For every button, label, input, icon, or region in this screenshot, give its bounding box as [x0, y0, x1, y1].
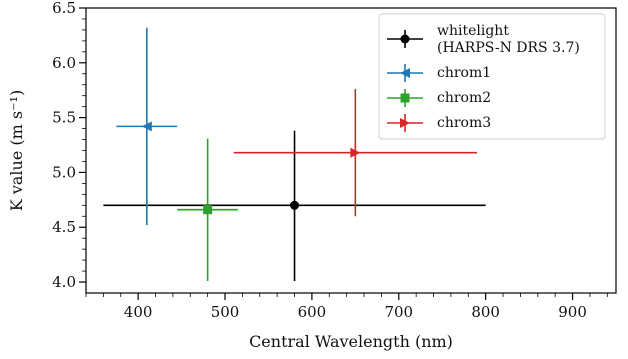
y-tick-label: 6.0: [52, 54, 76, 72]
legend-item: chrom3: [387, 114, 491, 132]
legend-item: chrom2: [387, 89, 491, 107]
legend-label: whitelight: [437, 23, 509, 39]
series-whitelight: [103, 130, 486, 281]
legend-marker: [400, 118, 410, 128]
axis-ticks: 400 500 600 700 800 900 4.0 4.5 5.0 5.5 6.0 6.5: [52, 0, 608, 321]
legend-label: chrom3: [437, 115, 491, 131]
x-tick-label: 900: [558, 303, 587, 321]
data-marks: [103, 27, 486, 281]
y-tick-label: 5.5: [52, 109, 76, 127]
legend-marker: [400, 68, 410, 78]
x-tick-label: 400: [124, 303, 153, 321]
legend-box: [378, 13, 606, 140]
y-tick-label: 4.0: [52, 273, 76, 291]
series-chrom1: [116, 27, 178, 226]
x-axis-label: Central Wavelength (nm): [249, 332, 453, 351]
data-point: [141, 121, 152, 132]
data-point: [290, 200, 300, 210]
x-tick-label: 600: [298, 303, 327, 321]
legend-item: whitelight(HARPS-N DRS 3.7): [387, 23, 580, 56]
legend-item: chrom1: [387, 64, 491, 82]
y-tick-label: 5.0: [52, 163, 76, 181]
data-point: [350, 147, 361, 158]
legend-label: (HARPS-N DRS 3.7): [437, 40, 580, 56]
x-tick-label: 700: [384, 303, 413, 321]
legend-label: chrom1: [437, 65, 491, 81]
series-chrom3: [233, 89, 477, 217]
x-tick-label: 500: [211, 303, 240, 321]
y-axis-label: K value (m s⁻¹): [7, 90, 26, 211]
y-tick-label: 6.5: [52, 0, 76, 17]
x-tick-label: 800: [471, 303, 500, 321]
legend-marker: [400, 34, 410, 44]
legend-label: chrom2: [437, 90, 491, 106]
legend-marker: [400, 93, 410, 103]
series-chrom2: [177, 138, 239, 281]
data-point: [203, 205, 213, 215]
legend: whitelight(HARPS-N DRS 3.7) chrom1 chrom2 c…: [378, 13, 606, 140]
y-tick-label: 4.5: [52, 218, 76, 236]
